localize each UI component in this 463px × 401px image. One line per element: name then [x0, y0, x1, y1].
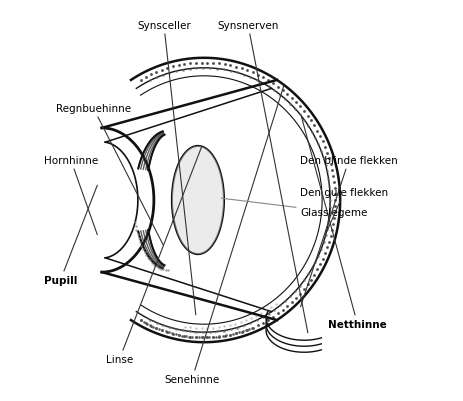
Text: Netthinne: Netthinne [301, 118, 386, 329]
Ellipse shape [171, 146, 224, 255]
Text: Linse: Linse [106, 148, 201, 365]
Text: Den gule flekken: Den gule flekken [300, 188, 388, 232]
Text: Pupill: Pupill [44, 186, 97, 286]
Text: Synsceller: Synsceller [137, 21, 195, 315]
Text: Hornhinne: Hornhinne [44, 156, 98, 235]
Text: Senehinne: Senehinne [164, 87, 283, 384]
Text: Den blinde flekken: Den blinde flekken [300, 156, 397, 307]
Text: Synsnerven: Synsnerven [217, 21, 307, 333]
Text: Regnbuehinne: Regnbuehinne [56, 103, 163, 245]
Text: Glasslegeme: Glasslegeme [221, 198, 367, 217]
